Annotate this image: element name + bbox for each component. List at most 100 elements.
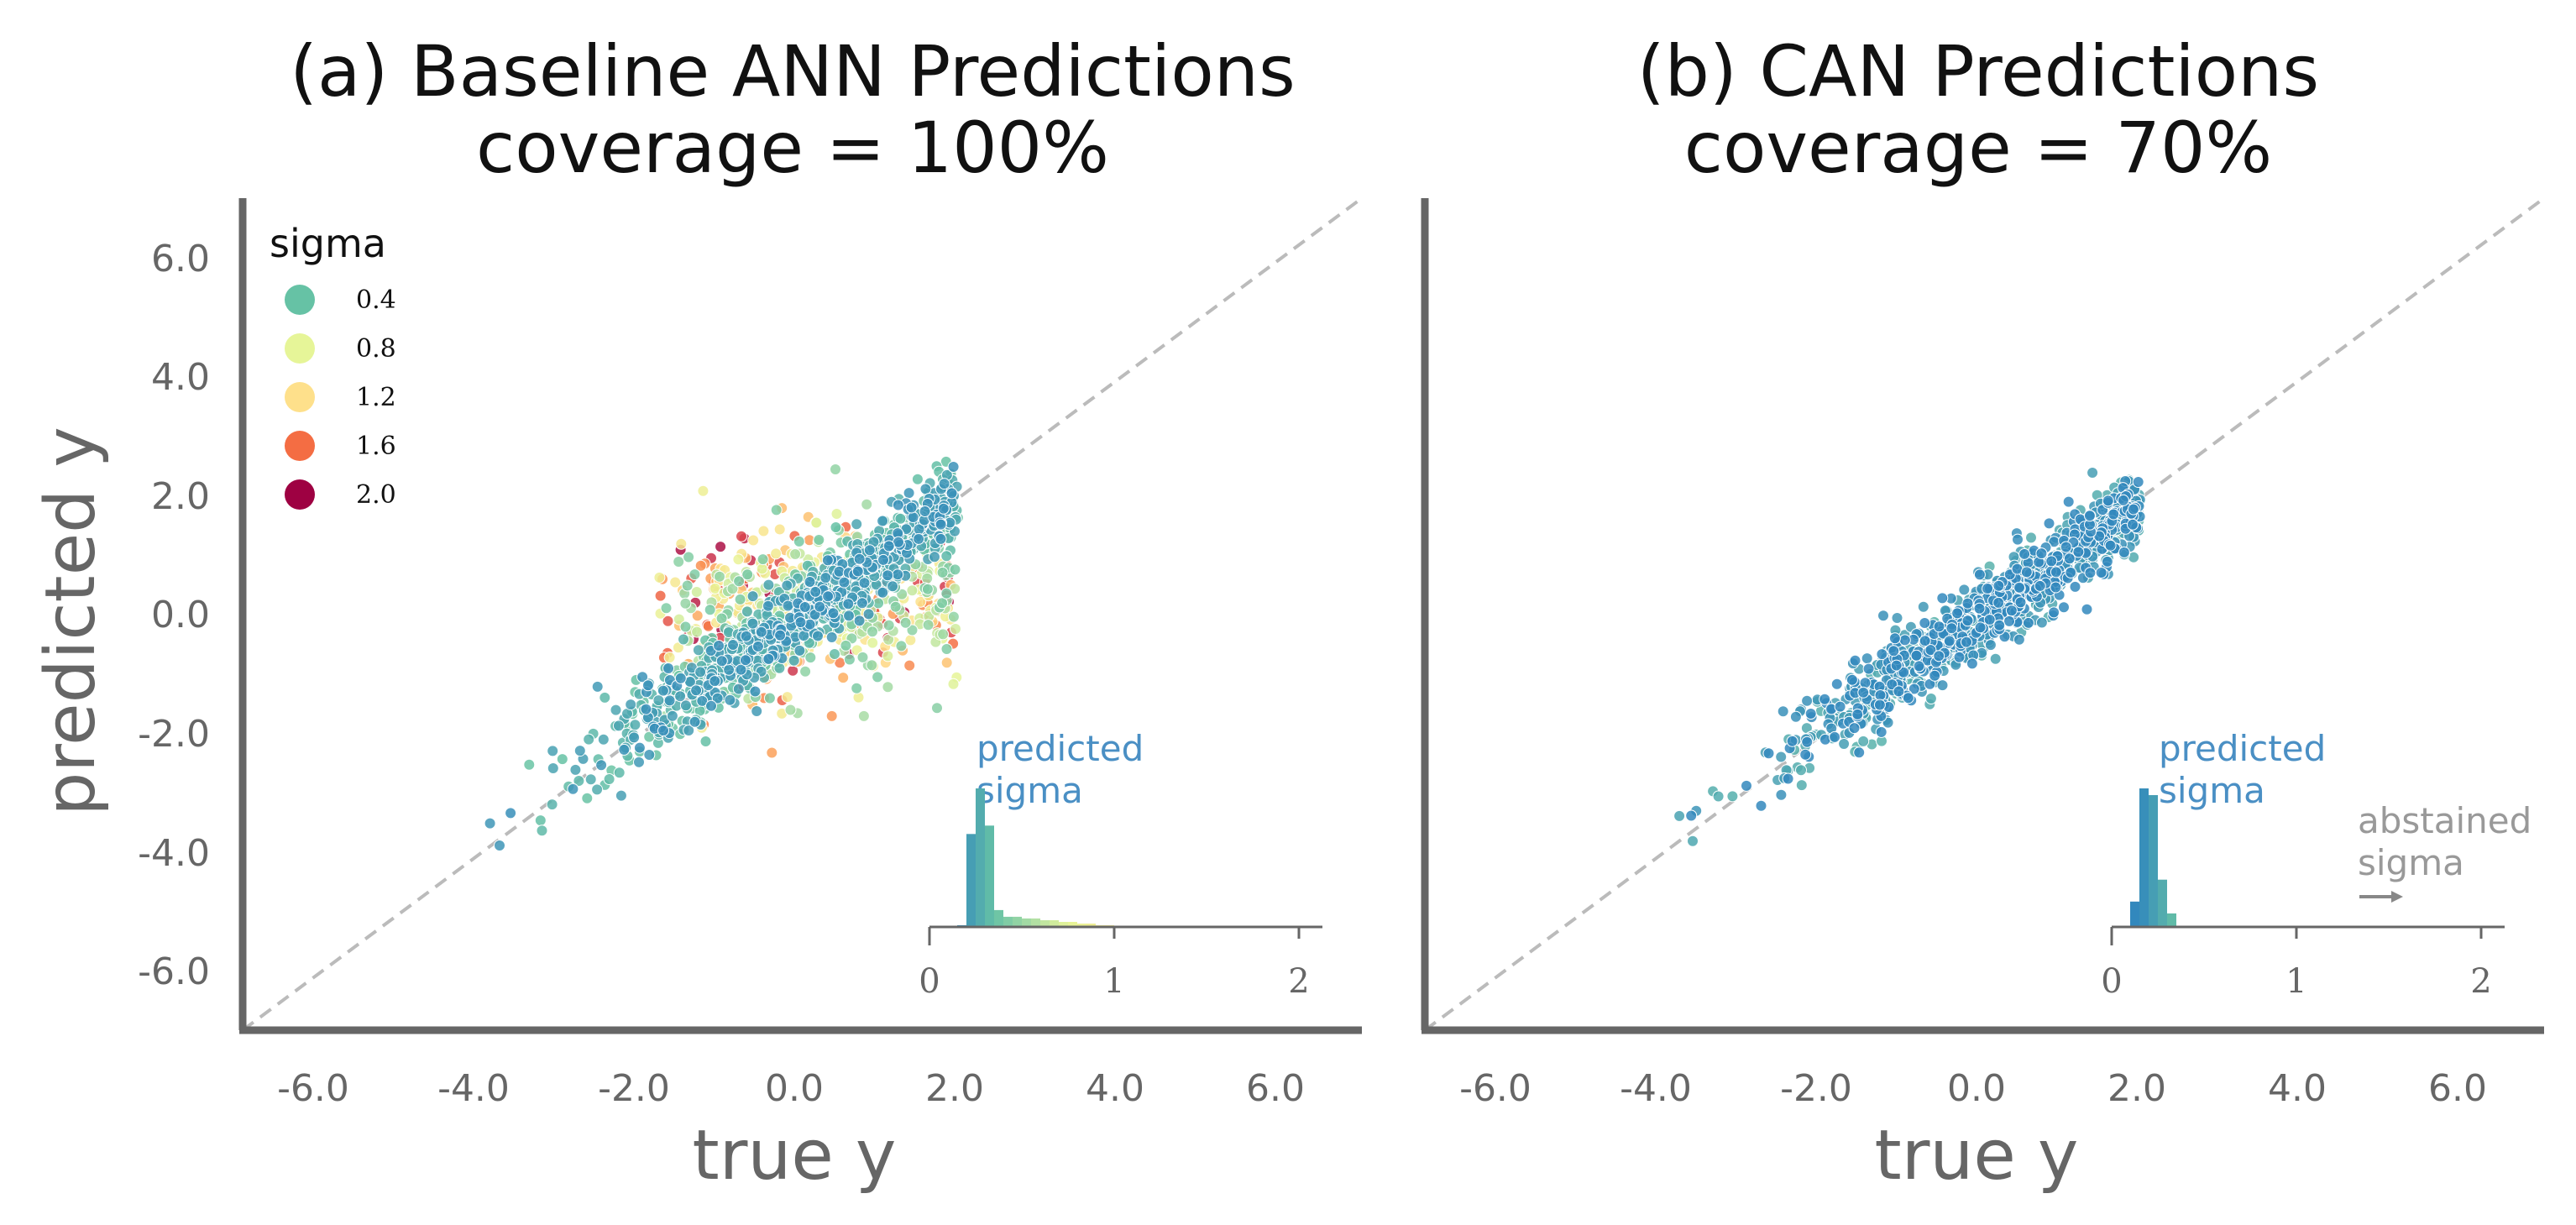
data-point: [1936, 592, 1949, 605]
data-point: [1877, 610, 1889, 622]
histogram-bar: [1022, 918, 1031, 927]
data-point: [732, 553, 745, 566]
histogram-bar: [2139, 788, 2149, 927]
data-point: [774, 629, 787, 641]
data-point: [833, 565, 846, 578]
data-point: [2035, 616, 2048, 629]
data-point: [937, 628, 950, 641]
data-point: [829, 648, 840, 660]
data-point: [921, 572, 934, 584]
data-point: [2083, 510, 2096, 522]
data-point: [660, 602, 673, 615]
histogram-bar: [1003, 916, 1013, 927]
data-point: [628, 731, 641, 744]
data-point: [938, 478, 950, 490]
data-point: [2058, 601, 2070, 614]
data-point: [1961, 636, 1972, 648]
data-point: [947, 610, 960, 623]
data-point: [1873, 699, 1886, 711]
data-point: [867, 626, 878, 638]
data-point: [573, 775, 585, 787]
data-point: [757, 553, 769, 566]
data-point: [853, 615, 866, 627]
data-point: [692, 644, 704, 657]
data-point: [547, 762, 559, 774]
data-point: [629, 719, 641, 731]
data-point: [755, 626, 767, 638]
data-point: [654, 589, 667, 602]
data-point: [793, 644, 806, 657]
data-point: [862, 608, 875, 620]
data-point: [1755, 799, 1767, 812]
data-point: [618, 743, 631, 756]
data-point: [1786, 735, 1798, 747]
y-tick-label: -6.0: [138, 950, 210, 993]
data-point: [1891, 612, 1903, 624]
data-point: [640, 703, 652, 715]
data-point: [713, 640, 725, 652]
data-point: [746, 590, 759, 603]
histogram-bar: [1031, 918, 1040, 927]
data-point: [1857, 686, 1870, 699]
data-point: [683, 725, 695, 736]
data-point: [669, 576, 682, 589]
inset-bars: [957, 788, 1114, 927]
data-point: [746, 617, 759, 630]
data-point: [1804, 708, 1817, 720]
data-point: [1829, 730, 1841, 743]
data-point: [899, 616, 912, 629]
data-point: [906, 584, 919, 597]
data-point: [1961, 615, 1974, 627]
legend-item: 1.6: [285, 431, 396, 461]
panel-b-x-axis-label: true y: [1875, 1116, 2079, 1196]
data-point: [740, 630, 752, 642]
data-point: [643, 749, 656, 761]
histogram-bar: [2149, 795, 2158, 927]
data-point: [749, 685, 762, 698]
data-point: [2081, 603, 2093, 615]
data-point: [612, 720, 625, 732]
histogram-bar: [1013, 916, 1022, 927]
data-point: [556, 753, 568, 766]
data-point: [2048, 606, 2060, 619]
data-point: [715, 655, 728, 667]
inset-label: sigma: [976, 770, 1083, 811]
data-point: [1973, 568, 1986, 581]
data-point: [940, 550, 953, 563]
data-point: [1789, 710, 1802, 723]
histogram-bar: [2158, 879, 2167, 927]
data-point: [773, 523, 786, 536]
data-point: [892, 499, 904, 511]
data-point: [1795, 764, 1807, 777]
data-point: [2035, 547, 2048, 560]
data-point: [762, 599, 774, 612]
data-point: [851, 682, 863, 694]
data-point: [1953, 651, 1966, 663]
data-point: [536, 825, 548, 837]
x-tick-label: -4.0: [437, 1067, 510, 1110]
data-point: [732, 683, 745, 695]
panel-a-title: (a) Baseline ANN Predictions: [290, 30, 1295, 113]
data-point: [830, 521, 842, 533]
data-point: [723, 663, 736, 676]
data-point: [2117, 494, 2129, 506]
data-point: [681, 579, 694, 592]
data-point: [813, 534, 825, 546]
data-point: [1799, 748, 1812, 761]
data-point: [747, 534, 760, 547]
data-point: [793, 535, 805, 547]
x-tick-label: 6.0: [1246, 1067, 1305, 1110]
data-point: [762, 652, 775, 665]
data-point: [2072, 546, 2085, 558]
data-point: [861, 498, 873, 510]
data-point: [762, 578, 775, 591]
legend-marker: [285, 333, 315, 364]
data-point: [1857, 735, 1870, 747]
data-point: [1958, 584, 1971, 596]
data-point: [567, 783, 579, 795]
data-point: [694, 559, 707, 572]
data-point: [2045, 555, 2058, 568]
data-point: [788, 654, 800, 667]
data-point: [903, 487, 915, 500]
